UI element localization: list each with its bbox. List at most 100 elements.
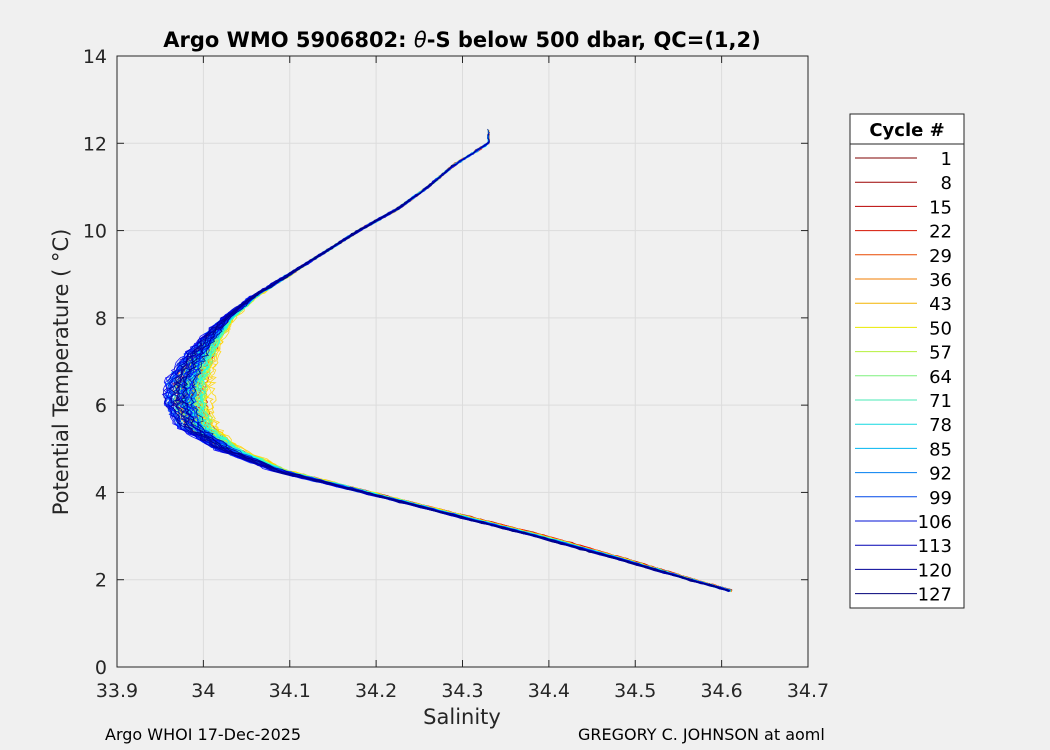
x-tick-label: 34.6: [700, 680, 742, 702]
y-tick-label: 12: [83, 133, 107, 155]
profile-line: [181, 212, 730, 591]
legend-label: 15: [929, 197, 952, 218]
profile-line: [200, 235, 731, 592]
chart-title: Argo WMO 5906802: θ-S below 500 dbar, QC…: [163, 28, 760, 52]
x-tick-label: 34.3: [441, 680, 483, 702]
profile-line: [199, 135, 732, 593]
profile-line: [180, 183, 729, 591]
profile-line: [197, 163, 731, 592]
profile-line: [163, 140, 729, 592]
x-tick-label: 33.9: [96, 680, 138, 702]
profile-line: [179, 130, 731, 591]
profile-line: [179, 150, 731, 592]
x-tick-label: 34: [191, 680, 215, 702]
profile-line: [181, 142, 730, 591]
profile-line: [191, 212, 731, 591]
legend: Cycle # 1 8 15 22 29 36 43 50 57 64 71 78 85 92 99 106 1…: [849, 113, 965, 609]
profile-line: [166, 232, 730, 592]
profile-line: [177, 139, 731, 591]
legend-label: 1: [941, 149, 952, 170]
profile-line: [178, 189, 731, 592]
profile-line: [190, 213, 729, 592]
profile-line: [184, 154, 732, 591]
profile-line: [174, 128, 729, 591]
legend-label: 29: [929, 246, 952, 267]
legend-label: 99: [929, 488, 952, 509]
profile-line: [178, 176, 732, 591]
profile-line: [196, 145, 731, 592]
legend-label: 64: [929, 367, 952, 388]
profile-line: [172, 132, 730, 591]
profile-line: [197, 178, 732, 591]
profile-line: [192, 217, 731, 591]
profile-line: [181, 152, 731, 591]
profile-line: [199, 183, 730, 591]
y-tick-label: 4: [95, 482, 107, 504]
legend-label: 127: [918, 585, 952, 606]
profile-line: [190, 159, 730, 591]
footer-credit-right: GREGORY C. JOHNSON at aoml: [578, 725, 825, 744]
profile-line: [168, 176, 731, 591]
profile-line: [184, 150, 731, 592]
legend-label: 92: [929, 464, 952, 485]
y-tick-label: 6: [95, 395, 107, 417]
profile-line: [184, 208, 731, 592]
profile-line: [175, 131, 732, 592]
legend-label: 22: [929, 222, 952, 243]
profile-line: [167, 195, 730, 591]
profile-line: [183, 134, 731, 592]
profile-line: [186, 152, 732, 592]
legend-label: 50: [929, 318, 952, 339]
profile-line: [181, 222, 730, 592]
profile-line: [185, 157, 731, 592]
profile-line: [190, 208, 731, 592]
legend-label: 43: [929, 294, 952, 315]
y-axis-ticks: 0 2 4 6 8 10 12 14: [83, 46, 808, 679]
profile-line: [184, 137, 732, 592]
profile-line: [191, 132, 731, 591]
x-axis-label: Salinity: [423, 705, 501, 729]
profile-line: [176, 129, 731, 591]
profile-line: [172, 155, 731, 591]
profile-line: [185, 222, 729, 592]
profile-line: [187, 191, 732, 592]
legend-label: 36: [929, 270, 952, 291]
y-tick-label: 2: [95, 570, 107, 592]
profile-line: [189, 235, 732, 593]
x-tick-label: 34.5: [614, 680, 656, 702]
x-tick-label: 34.1: [269, 680, 311, 702]
profile-line: [161, 224, 729, 592]
profile-line: [183, 130, 732, 592]
profile-line: [180, 133, 731, 591]
profile-line: [191, 204, 732, 590]
legend-box: [849, 113, 965, 609]
profile-line: [179, 132, 731, 591]
profile-line: [190, 163, 730, 592]
profile-line: [192, 215, 730, 591]
profile-line: [196, 196, 731, 592]
y-tick-label: 0: [95, 657, 107, 679]
profile-line: [165, 223, 730, 591]
profile-line: [166, 141, 731, 592]
y-tick-label: 8: [95, 308, 107, 330]
legend-label: 57: [929, 343, 952, 364]
profile-line: [201, 208, 731, 591]
legend-label: 85: [929, 439, 952, 460]
profile-line: [197, 161, 730, 591]
profile-line: [189, 159, 730, 591]
profile-line: [166, 208, 730, 592]
profile-line: [185, 190, 730, 592]
profile-line: [163, 187, 730, 592]
profile-line: [165, 166, 730, 591]
profile-line: [165, 132, 730, 591]
profile-line: [167, 213, 731, 591]
profile-line: [188, 181, 732, 591]
profile-line: [173, 170, 731, 591]
profile-line: [180, 164, 729, 591]
profile-line: [169, 203, 731, 592]
profile-line: [176, 174, 730, 592]
profile-line: [197, 151, 730, 592]
profile-line: [168, 199, 730, 592]
profile-line: [207, 208, 731, 592]
